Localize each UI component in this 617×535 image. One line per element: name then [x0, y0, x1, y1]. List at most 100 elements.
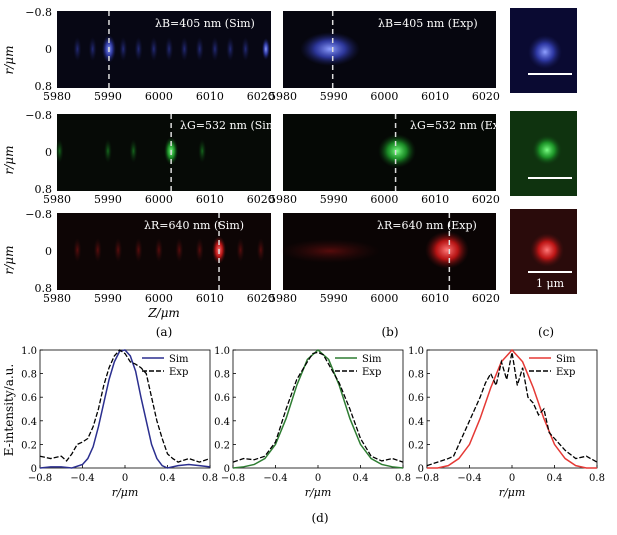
top-y-axes: r/μm r/μm r/μm −0.8 0 0.8 −0.8 0 0.8 −0.…	[2, 6, 52, 295]
xlabel-z: Z/μm	[147, 306, 180, 320]
y-tick-label: 1.0	[21, 346, 37, 357]
x-tick-label: 0	[509, 473, 515, 484]
y-tick-label: 1.0	[214, 346, 230, 357]
xtick-label: 6010	[421, 90, 449, 103]
series-exp	[39, 349, 211, 463]
xtick-label: 5990	[320, 292, 348, 305]
panel-label-d: (d)	[311, 511, 328, 525]
exp-red-glow	[280, 239, 380, 263]
xtick-label: 6020	[247, 90, 275, 103]
cross-section-green	[532, 135, 562, 165]
label-a-blue: λB=405 nm (Sim)	[155, 17, 255, 30]
y-tick-label: 0.2	[408, 440, 424, 451]
xtick-label: 6010	[196, 292, 224, 305]
row-red: λR=640 nm (Sim) λR=640 nm (Exp) 1 μm	[57, 209, 577, 294]
side-lobe	[175, 238, 184, 262]
xtick-label: 6020	[472, 292, 500, 305]
side-lobe	[55, 139, 64, 163]
xtick-label: 6000	[370, 292, 398, 305]
profile-xlabel: r/μm	[112, 486, 139, 499]
xtick-label: 6010	[421, 292, 449, 305]
side-lobe	[129, 139, 138, 163]
profile-chart-2: 0 0.2 0.4 0.6 0.8 1.0 −0.8 −0.4 0 0.4 0.8 r/μm Sim Ex…	[214, 346, 411, 499]
y-tick-label: 0.6	[408, 393, 424, 404]
xtick-label: 6000	[145, 90, 173, 103]
side-lobe	[119, 37, 128, 61]
label-a-red: λR=640 nm (Sim)	[144, 219, 244, 232]
xtick-label: 6000	[370, 90, 398, 103]
profile-chart-3: 0 0.2 0.4 0.6 0.8 1.0 −0.8 −0.4 0 0.4 0.8 r/μm Sim Ex…	[408, 346, 605, 499]
ytick: 0.8	[35, 183, 53, 196]
side-lobe	[226, 37, 235, 61]
side-lobe	[256, 238, 265, 262]
x-tick-label: 0.8	[395, 473, 411, 484]
ytick: 0.8	[35, 80, 53, 93]
x-tick-label: 0.8	[202, 473, 218, 484]
series-sim	[39, 349, 211, 469]
side-lobe	[195, 238, 204, 262]
xtick-label: 5980	[269, 292, 297, 305]
side-lobe	[134, 238, 143, 262]
panel-label-c: (c)	[538, 325, 554, 339]
xtick-label: 6020	[247, 292, 275, 305]
xtick-label: 5990	[94, 90, 122, 103]
scale-bar-label: 1 μm	[536, 277, 565, 290]
side-lobe	[134, 37, 143, 61]
x-tick-label: −0.8	[415, 473, 439, 484]
ytick: −0.8	[25, 109, 52, 122]
profiles-ylabel: E-intensity/a.u.	[2, 364, 16, 456]
xtick-label: 6020	[472, 193, 500, 206]
label-b-green: λG=532 nm (Exp)	[410, 119, 510, 132]
xtick-label: 6020	[472, 90, 500, 103]
side-lobe	[198, 139, 207, 163]
panel-label-b: (b)	[381, 325, 398, 339]
side-lobe	[114, 238, 123, 262]
label-b-blue: λB=405 nm (Exp)	[378, 17, 478, 30]
panel-a-green	[57, 114, 271, 191]
xtick-label: 6000	[370, 193, 398, 206]
x-tick-label: 0.4	[547, 473, 563, 484]
exp-blue-spot	[300, 32, 360, 66]
x-tick-label: 0.4	[160, 473, 176, 484]
ytick: 0	[45, 245, 52, 258]
xtick-label: 5980	[269, 193, 297, 206]
panel-label-a: (a)	[156, 325, 173, 339]
x-tick-label: −0.8	[221, 473, 245, 484]
side-lobe	[154, 238, 163, 262]
side-lobe	[73, 37, 82, 61]
y-tick-label: 0.8	[21, 370, 37, 381]
x-tick-label: −0.4	[263, 473, 287, 484]
panel-a-red	[57, 213, 271, 290]
row-green: λG=532 nm (Sim) λG=532 nm (Exp)	[55, 111, 577, 196]
side-lobe	[165, 37, 174, 61]
y-tick-label: 0.4	[408, 417, 424, 428]
legend-label: Sim	[362, 354, 382, 365]
y-tick-label: 0.6	[214, 393, 230, 404]
exp-red-spot	[425, 231, 469, 269]
side-lobe	[195, 37, 204, 61]
y-tick-label: 0	[418, 464, 424, 475]
legend-label: Exp	[169, 367, 188, 378]
sim-blue-spots	[73, 35, 270, 63]
xtick-label: 6010	[421, 193, 449, 206]
y-tick-label: 0	[224, 464, 230, 475]
xtick-label: 5990	[94, 193, 122, 206]
side-lobe	[241, 37, 250, 61]
xtick-label: 5980	[269, 90, 297, 103]
cross-section-blue	[528, 35, 562, 69]
y-tick-label: 0.6	[21, 393, 37, 404]
side-lobe	[180, 37, 189, 61]
ylabel-row-green: r/μm	[2, 146, 16, 175]
cross-section-red	[530, 233, 564, 267]
side-lobe	[93, 238, 102, 262]
profile-chart-1: 0 0.2 0.4 0.6 0.8 1.0 −0.8 −0.4 0 0.4 0.8 r/μm Sim Ex…	[21, 346, 218, 499]
ylabel-row-red: r/μm	[2, 246, 16, 275]
y-tick-label: 0.4	[214, 417, 230, 428]
side-lobe	[73, 238, 82, 262]
side-lobe	[236, 238, 245, 262]
profile-xlabel: r/μm	[499, 486, 526, 499]
exp-green-spot	[378, 134, 416, 168]
xtick-label: 6010	[196, 193, 224, 206]
